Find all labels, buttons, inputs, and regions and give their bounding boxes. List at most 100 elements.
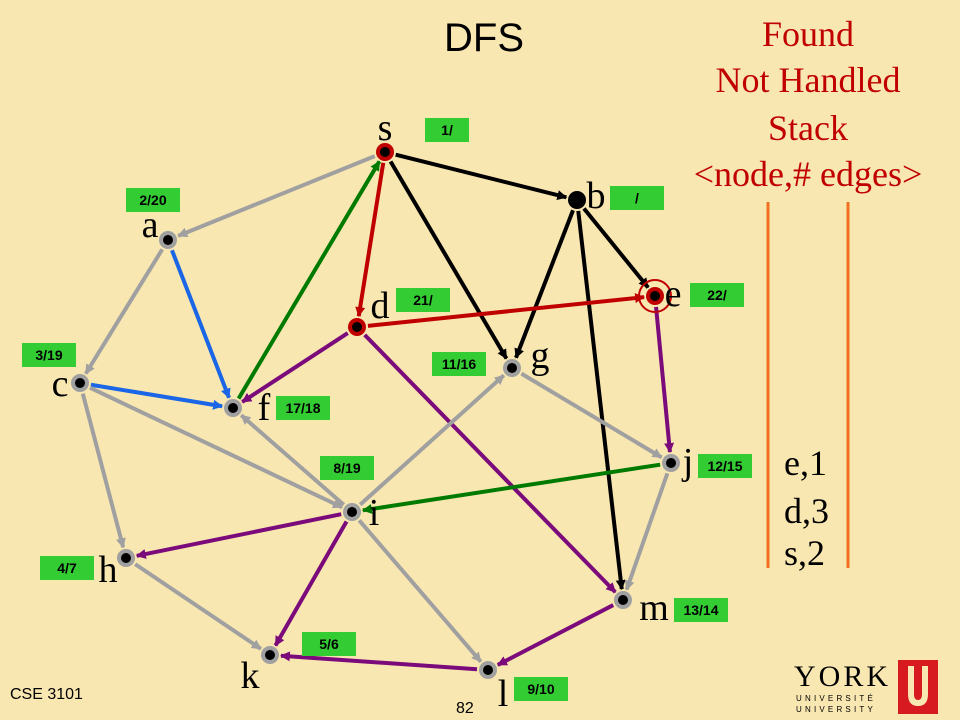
edge-s-d bbox=[355, 162, 386, 318]
node-g-dot bbox=[507, 363, 517, 373]
node-e-time: 22/ bbox=[707, 287, 727, 303]
node-c: c3/19 bbox=[22, 343, 89, 405]
node-k-time: 5/6 bbox=[319, 636, 339, 652]
node-k-label: k bbox=[241, 655, 260, 697]
edge-l-k bbox=[279, 651, 478, 672]
edge-d-e bbox=[367, 293, 646, 328]
page-number: 82 bbox=[456, 700, 474, 717]
node-a-dot bbox=[163, 235, 173, 245]
node-d-time-box bbox=[396, 288, 450, 312]
edge-i-g bbox=[358, 373, 506, 507]
edge-s-g bbox=[388, 160, 509, 360]
node-f-time-box bbox=[276, 396, 330, 420]
edges-layer bbox=[80, 152, 675, 672]
node-s: s 1/ bbox=[376, 107, 469, 161]
edge-j-m bbox=[624, 472, 670, 591]
edge-d-m bbox=[363, 333, 617, 594]
node-m-time-box bbox=[674, 598, 728, 622]
edge-c-i bbox=[89, 385, 343, 510]
stack-entry-bottom: s,2 bbox=[784, 533, 826, 573]
node-g: g 11/16 bbox=[432, 335, 550, 377]
node-b-time: / bbox=[635, 190, 639, 206]
edge-f-s bbox=[236, 160, 382, 400]
node-c-time-box bbox=[22, 343, 76, 367]
edge-s-a bbox=[177, 154, 376, 238]
node-h-dot bbox=[121, 553, 131, 563]
node-j-dot bbox=[666, 458, 676, 468]
node-h-time: 4/7 bbox=[57, 560, 77, 576]
edge-i-f bbox=[239, 413, 346, 507]
york-shield-icon bbox=[898, 660, 938, 714]
node-e-time-box bbox=[690, 283, 744, 307]
node-j-label: j bbox=[681, 441, 694, 483]
node-i-time: 8/19 bbox=[333, 460, 360, 476]
node-c-label: c bbox=[52, 363, 69, 405]
legend-node-edges: <node,# edges> bbox=[693, 154, 923, 194]
node-e: e 22/ bbox=[638, 273, 744, 315]
node-j-time-box bbox=[698, 454, 752, 478]
edge-j-i bbox=[361, 462, 661, 514]
node-k: k 5/6 bbox=[241, 632, 356, 697]
node-f: f 17/18 bbox=[224, 387, 330, 429]
node-f-label: f bbox=[258, 387, 271, 429]
node-b-dot bbox=[572, 195, 582, 205]
node-d-dot bbox=[352, 322, 362, 332]
york-logo-sub-en: UNIVERSITY bbox=[796, 705, 877, 714]
node-l-time: 9/10 bbox=[527, 681, 554, 697]
edge-a-f bbox=[170, 249, 231, 399]
node-i-time-box bbox=[320, 456, 374, 480]
node-a-time: 2/20 bbox=[139, 192, 166, 208]
node-a-label: a bbox=[142, 204, 159, 246]
slide-title: DFS bbox=[444, 16, 524, 60]
node-s-time: 1/ bbox=[441, 122, 453, 138]
node-l: l 9/10 bbox=[479, 661, 568, 715]
legend-found: Found bbox=[761, 14, 855, 54]
node-m-time: 13/14 bbox=[683, 602, 718, 618]
york-logo: YORK UNIVERSITÉ UNIVERSITY bbox=[794, 660, 940, 716]
nodes-layer: s 1/a2/20 b/c3/19d 21/e 22/f 17/18g11/16h4/7i… bbox=[22, 107, 752, 715]
node-a-time-box bbox=[126, 188, 180, 212]
node-g-label: g bbox=[531, 335, 550, 377]
legend-not-handled: Not Handled bbox=[715, 60, 901, 100]
node-h-label: h bbox=[99, 549, 118, 591]
york-logo-name: YORK bbox=[794, 660, 892, 693]
node-h: h 4/7 bbox=[40, 549, 135, 591]
node-j: j 12/15 bbox=[662, 441, 752, 483]
node-h-time-box bbox=[40, 556, 94, 580]
node-d-time: 21/ bbox=[413, 292, 433, 308]
node-l-label: l bbox=[498, 673, 509, 715]
node-g-time-box bbox=[432, 352, 486, 376]
node-k-time-box bbox=[302, 632, 356, 656]
node-f-time: 17/18 bbox=[285, 400, 320, 416]
edge-b-e bbox=[582, 207, 650, 289]
node-c-dot bbox=[75, 378, 85, 388]
stack-entry-middle: d,3 bbox=[784, 491, 829, 531]
edge-d-f bbox=[241, 331, 349, 404]
node-j-time: 12/15 bbox=[707, 458, 742, 474]
node-i-label: i bbox=[369, 492, 380, 534]
edge-c-h bbox=[80, 393, 126, 549]
node-e-label: e bbox=[665, 273, 682, 315]
node-a: a2/20 bbox=[126, 188, 180, 249]
edge-g-j bbox=[520, 371, 663, 460]
node-i-dot bbox=[347, 507, 357, 517]
node-m-label: m bbox=[639, 587, 669, 629]
node-b-label: b bbox=[587, 175, 606, 217]
course-label: CSE 3101 bbox=[10, 686, 83, 703]
edge-h-k bbox=[134, 562, 262, 651]
legend-stack: Stack bbox=[768, 108, 848, 148]
node-l-time-box bbox=[514, 677, 568, 701]
node-d: d 21/ bbox=[348, 285, 450, 336]
node-c-time: 3/19 bbox=[35, 347, 62, 363]
edge-b-m bbox=[576, 210, 626, 591]
edge-s-b bbox=[395, 152, 568, 200]
edge-i-h bbox=[135, 512, 342, 559]
node-m: m 13/14 bbox=[614, 587, 728, 629]
node-b-time-box bbox=[610, 186, 664, 210]
node-e-current-ring bbox=[638, 279, 672, 313]
edge-i-l bbox=[357, 519, 483, 663]
edge-b-g bbox=[514, 209, 575, 359]
node-b: b / bbox=[568, 175, 664, 217]
